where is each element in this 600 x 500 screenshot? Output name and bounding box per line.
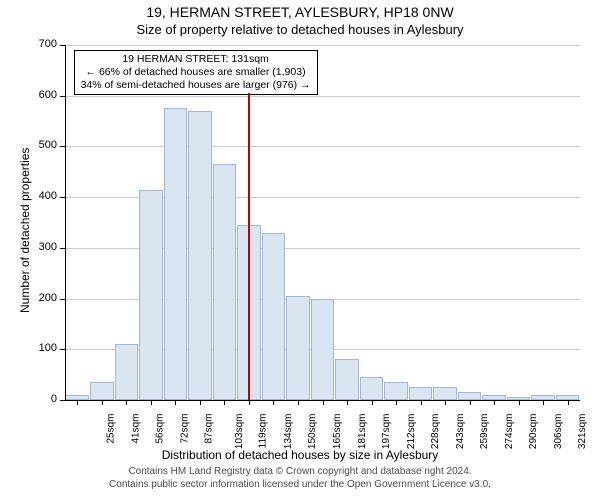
y-tick-label: 600 [25, 89, 57, 101]
histogram-bar [335, 359, 359, 400]
x-tick-label: 274sqm [504, 414, 515, 450]
histogram-bar [286, 296, 310, 400]
y-axis-line [65, 45, 66, 400]
x-tick-label: 41sqm [130, 414, 141, 444]
histogram-bar [311, 299, 335, 400]
y-tick-label: 700 [25, 38, 57, 50]
histogram-bar [139, 190, 163, 400]
marker-line [248, 93, 250, 400]
histogram-bar [262, 233, 286, 400]
histogram-bar [188, 111, 212, 400]
x-tick-label: 119sqm [258, 414, 269, 449]
x-tick-label: 306sqm [553, 414, 564, 450]
x-tick-label: 243sqm [455, 414, 466, 450]
x-axis-label: Distribution of detached houses by size … [0, 448, 600, 462]
histogram-bar [384, 382, 408, 400]
gridline [65, 45, 580, 46]
histogram-bar [433, 387, 457, 400]
x-tick-label: 197sqm [381, 414, 392, 450]
histogram-bar [213, 164, 237, 400]
y-tick-label: 100 [25, 342, 57, 354]
histogram-bar [90, 382, 114, 400]
x-tick-label: 134sqm [283, 414, 294, 450]
annotation-line-1: 19 HERMAN STREET: 131sqm [81, 53, 311, 66]
footer-line-1: Contains HM Land Registry data © Crown c… [0, 466, 600, 479]
x-tick-label: 103sqm [234, 414, 245, 450]
x-tick-label: 228sqm [430, 414, 441, 450]
y-tick-label: 0 [25, 393, 57, 405]
x-tick-label: 150sqm [308, 414, 319, 450]
x-axis-line [65, 400, 580, 401]
y-axis-label: Number of detached properties [18, 147, 32, 312]
page-subtitle: Size of property relative to detached ho… [0, 22, 600, 37]
y-tick-label: 200 [25, 292, 57, 304]
attribution-footer: Contains HM Land Registry data © Crown c… [0, 466, 600, 491]
histogram-bar [164, 108, 188, 400]
gridline [65, 96, 580, 97]
y-tick-label: 400 [25, 190, 57, 202]
x-tick-label: 321sqm [577, 414, 588, 450]
gridline [65, 146, 580, 147]
x-tick-label: 212sqm [406, 414, 417, 450]
x-tick-label: 165sqm [332, 414, 343, 450]
x-tick-label: 72sqm [179, 414, 190, 444]
page-title-address: 19, HERMAN STREET, AYLESBURY, HP18 0NW [0, 4, 600, 20]
x-tick-label: 25sqm [106, 414, 117, 444]
histogram-bar [458, 392, 482, 400]
x-tick-label: 87sqm [204, 414, 215, 444]
x-tick-label: 259sqm [479, 414, 490, 450]
annotation-line-2: ← 66% of detached houses are smaller (1,… [81, 66, 311, 79]
y-tick-label: 500 [25, 139, 57, 151]
footer-line-2: Contains public sector information licen… [0, 479, 600, 492]
y-tick-label: 300 [25, 241, 57, 253]
annotation-box: 19 HERMAN STREET: 131sqm ← 66% of detach… [74, 50, 318, 95]
histogram-bar [409, 387, 433, 400]
x-tick-label: 290sqm [528, 414, 539, 450]
histogram-bar [360, 377, 384, 400]
x-tick-label: 181sqm [357, 414, 368, 450]
histogram-bar [115, 344, 139, 400]
x-tick-label: 56sqm [155, 414, 166, 444]
annotation-line-3: 34% of semi-detached houses are larger (… [81, 79, 311, 92]
